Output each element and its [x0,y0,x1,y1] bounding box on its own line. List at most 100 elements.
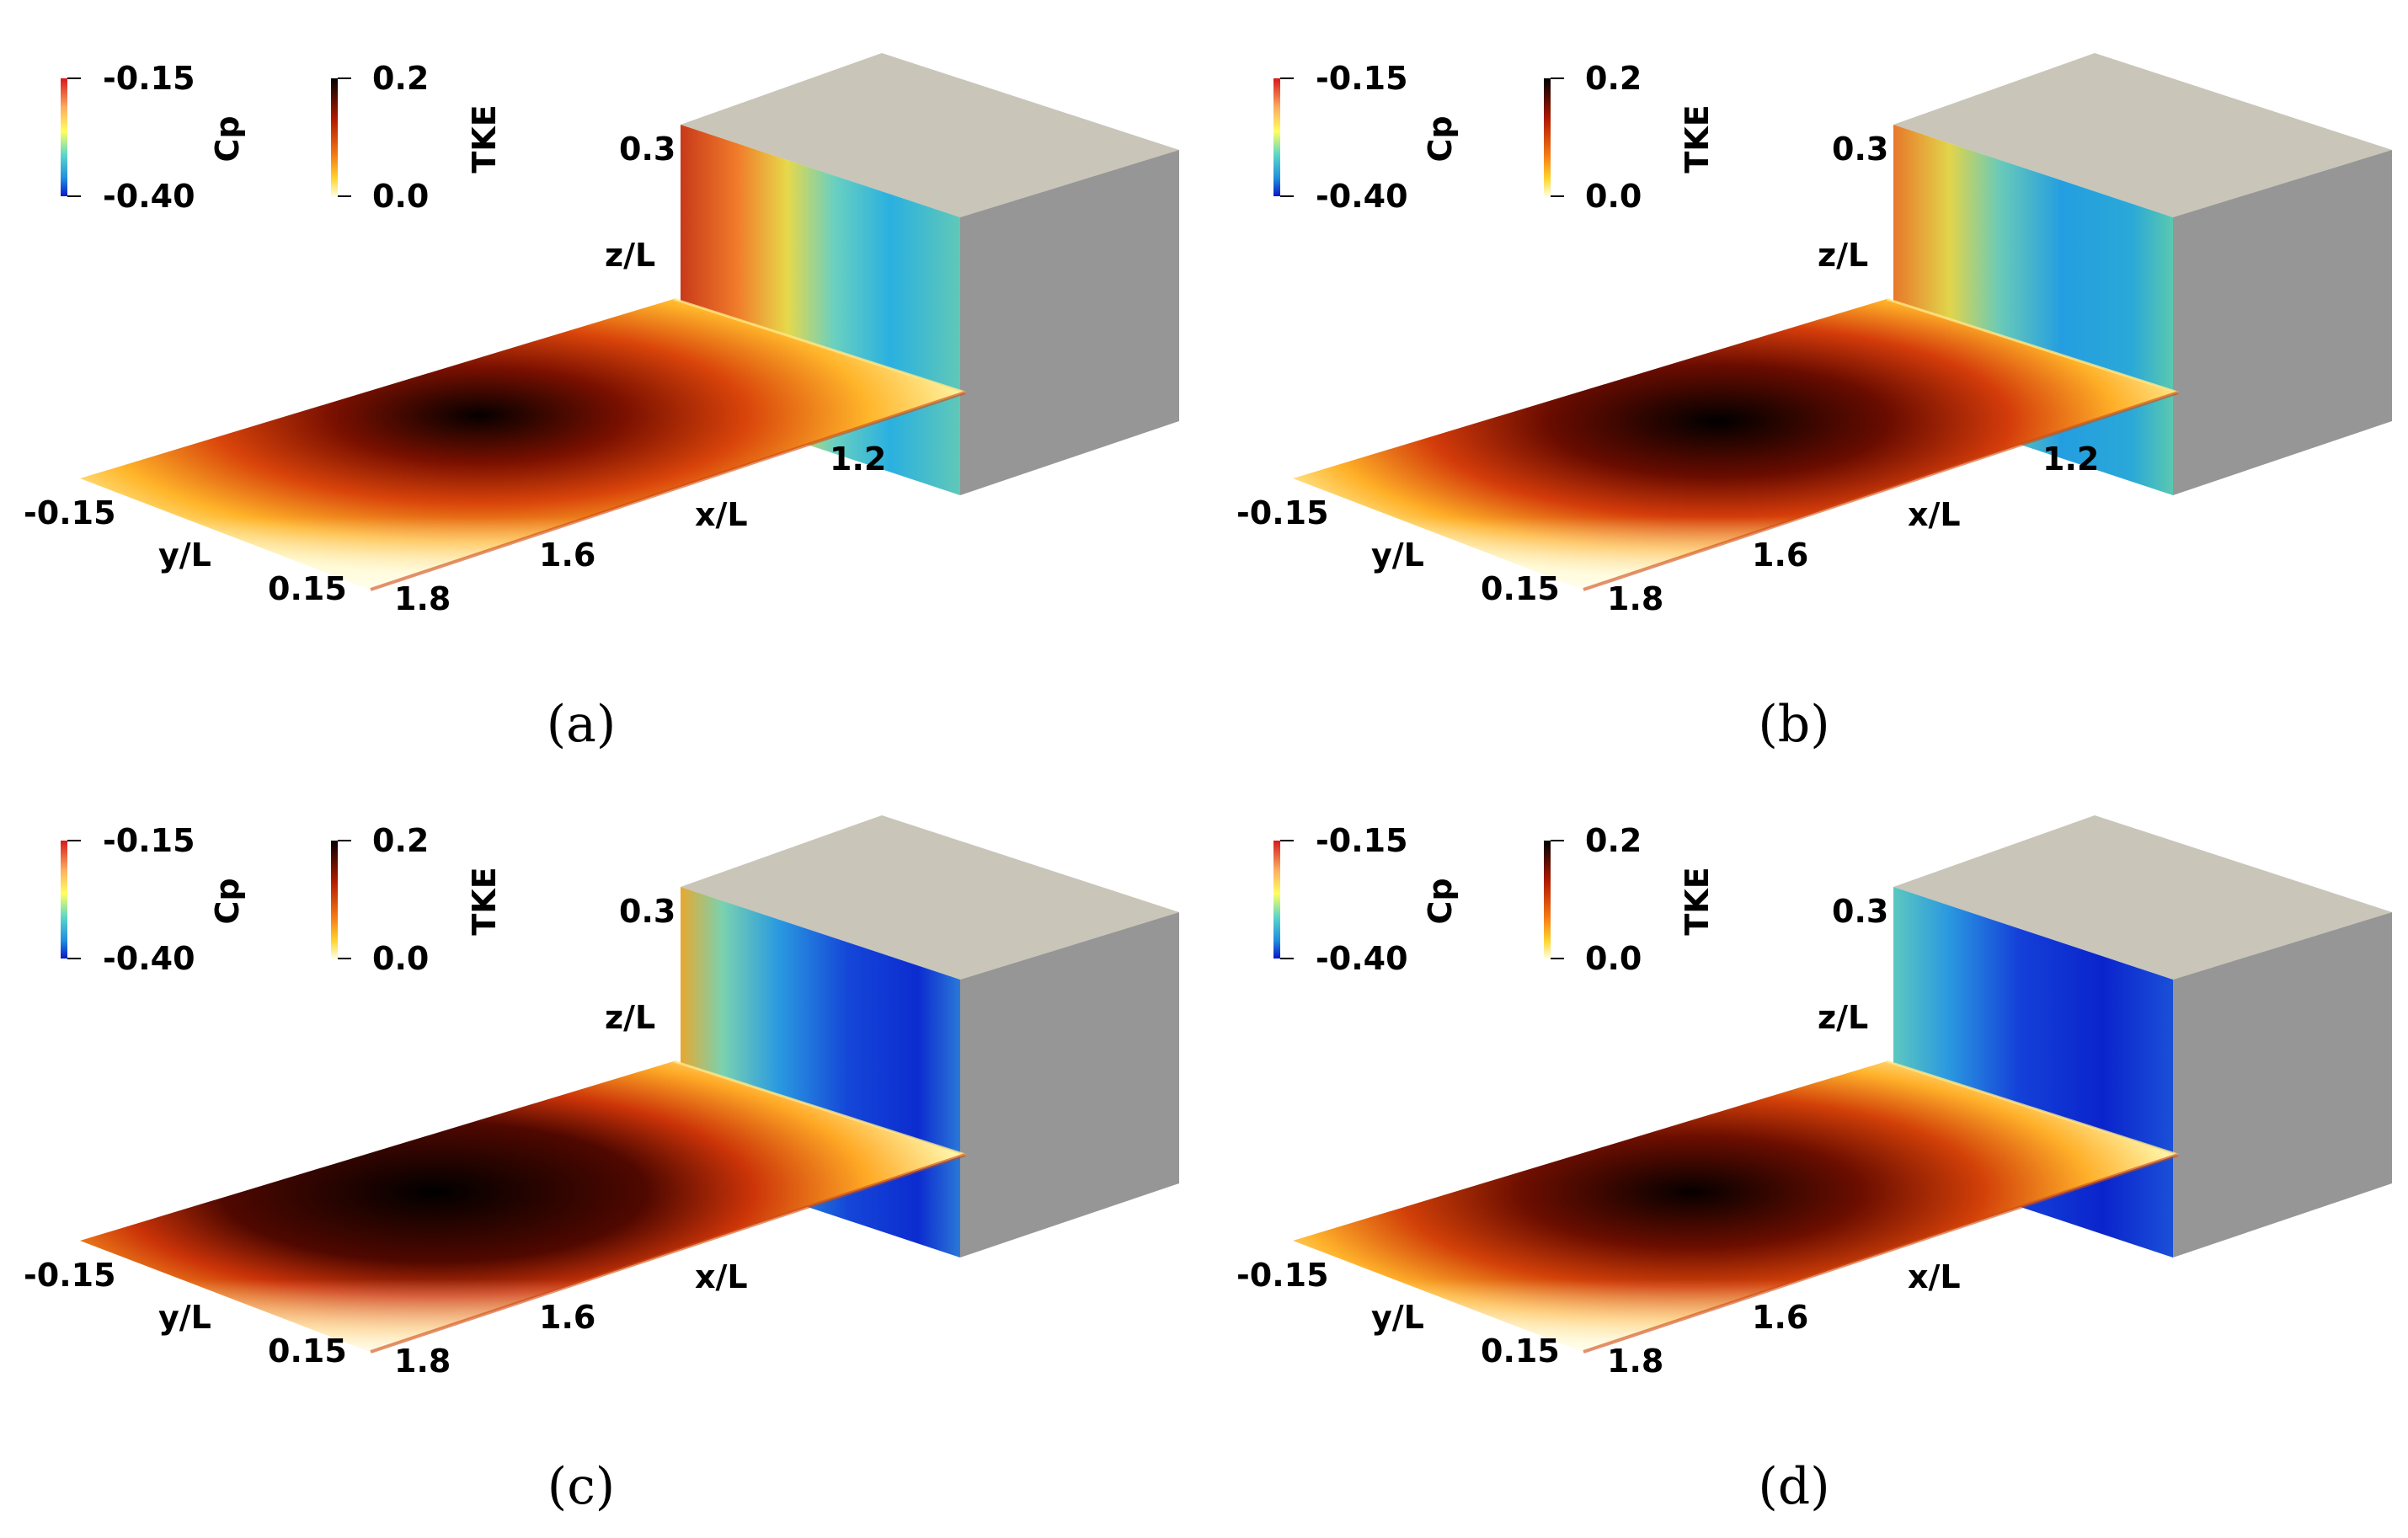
tke-plane [1293,297,2179,591]
cp-colorbar-min: -0.40 [1316,178,1408,215]
x-axis-label: x/L [695,496,748,533]
block-side-face [2173,912,2392,1258]
x-axis-label: x/L [1908,1258,1961,1295]
cp-colorbar-max: -0.15 [1316,822,1408,859]
tke-colorbar-gradient [1544,78,1551,196]
tke-colorbar-min: 0.0 [372,940,429,977]
cp-colorbar: -0.15 -0.40 Cp [1273,822,1459,977]
x-axis-label: x/L [695,1258,748,1295]
cp-colorbar-max: -0.15 [1316,60,1408,97]
z-axis-tick: 0.3 [1832,131,1888,168]
block-side-face [2173,150,2392,495]
y-axis-label: y/L [158,1299,211,1336]
tke-shear-layer [370,391,966,591]
cp-colorbar-gradient [1273,78,1280,196]
cp-colorbar-gradient [61,78,67,196]
cp-colorbar-max: -0.15 [103,60,195,97]
y-axis-tick-min: -0.15 [24,494,116,531]
tke-plane-upper-edge [673,1060,966,1156]
x-axis-tick: 1.2 [2042,441,2099,478]
y-axis-tick-min: -0.15 [1236,494,1329,531]
y-axis-tick-max: 0.15 [1481,570,1560,607]
x-axis-tick: 1.6 [539,1299,595,1336]
cp-colorbar-label: Cp [1422,878,1459,924]
tke-colorbar: 0.2 0.0 TKE [331,822,503,977]
y-axis-label: y/L [1371,1299,1424,1336]
cp-colorbar-min: -0.40 [103,940,195,977]
x-axis-tick: 1.6 [1752,537,1808,574]
y-axis-tick-max: 0.15 [268,570,347,607]
cp-colorbar: -0.15 -0.40 Cp [1273,60,1459,215]
tke-colorbar-label: TKE [1679,104,1716,173]
axes: 0.3 z/L x/L -0.15 y/L 0.15 1.2 1.6 1.8 [1236,131,2099,617]
z-axis-label: z/L [1818,999,1868,1036]
z-axis-label: z/L [605,999,655,1036]
x-axis-tick: 1.8 [1607,1343,1663,1380]
panel-caption: (c) [547,1457,615,1516]
panel-caption: (a) [547,695,617,754]
panel-caption: (b) [1758,695,1829,754]
tke-shear-layer [1583,391,2179,591]
x-axis-tick: 1.2 [830,441,886,478]
block-top-face [681,53,1179,217]
panel-caption: (d) [1758,1457,1829,1516]
y-axis-tick-min: -0.15 [1236,1257,1329,1294]
tke-colorbar: 0.2 0.0 TKE [331,60,503,215]
tke-colorbar-max: 0.2 [1585,60,1642,97]
panel-d: -0.15 -0.40 Cp 0.2 0.0 TKE 0.3 z/L x/L -0.15 y/L 0.… [1236,815,2392,1516]
cp-colorbar: -0.15 -0.40 Cp [61,60,246,215]
z-axis-tick: 0.3 [619,131,675,168]
tke-colorbar-min: 0.0 [372,178,429,215]
y-axis-tick-max: 0.15 [1481,1332,1560,1370]
tke-colorbar-label: TKE [466,867,503,935]
cp-colorbar-min: -0.40 [1316,940,1408,977]
tke-colorbar-max: 0.2 [1585,822,1642,859]
x-axis-tick: 1.8 [1607,580,1663,617]
tke-colorbar-gradient [1544,841,1551,959]
tke-plane [80,297,966,591]
z-axis-tick: 0.3 [1832,893,1888,930]
tke-plane [1293,1060,2179,1354]
cp-colorbar-gradient [61,841,67,959]
tke-plane-upper-edge [1886,297,2179,394]
tke-colorbar-min: 0.0 [1585,178,1642,215]
tke-colorbar-label: TKE [1679,867,1716,935]
block-top-face [1893,815,2392,980]
tke-colorbar-max: 0.2 [372,822,429,859]
tke-shear-layer [370,1153,966,1354]
x-axis-label: x/L [1908,496,1961,533]
tke-colorbar-min: 0.0 [1585,940,1642,977]
block-top-face [1893,53,2392,217]
cp-colorbar-max: -0.15 [103,822,195,859]
tke-colorbar-gradient [331,78,338,196]
block-side-face [960,150,1179,495]
x-axis-tick: 1.8 [394,1343,451,1380]
tke-plane-edge-fade [1293,1061,2178,1352]
tke-colorbar: 0.2 0.0 TKE [1544,822,1716,977]
tke-plane-upper-edge [1886,1060,2179,1156]
tke-plane-edge-fade [80,299,965,590]
x-axis-tick: 1.8 [394,580,451,617]
y-axis-tick-max: 0.15 [268,1332,347,1370]
tke-shear-layer [1583,1153,2179,1354]
tke-colorbar: 0.2 0.0 TKE [1544,60,1716,215]
tke-plane [80,1060,966,1354]
tke-plane-edge-fade [1293,299,2178,590]
cp-colorbar: -0.15 -0.40 Cp [61,822,246,977]
y-axis-label: y/L [158,537,211,574]
tke-colorbar-label: TKE [466,104,503,173]
x-axis-tick: 1.6 [539,537,595,574]
tke-plane-upper-edge [673,297,966,394]
axes: 0.3 z/L x/L -0.15 y/L 0.15 1.6 1.8 [1236,893,1961,1380]
tke-colorbar-gradient [331,841,338,959]
block-top-face [681,815,1179,980]
axes: 0.3 z/L x/L -0.15 y/L 0.15 1.6 1.8 [24,893,748,1380]
y-axis-label: y/L [1371,537,1424,574]
cp-colorbar-label: Cp [209,115,246,162]
axes: 0.3 z/L x/L -0.15 y/L 0.15 1.2 1.6 1.8 [24,131,886,617]
y-axis-tick-min: -0.15 [24,1257,116,1294]
